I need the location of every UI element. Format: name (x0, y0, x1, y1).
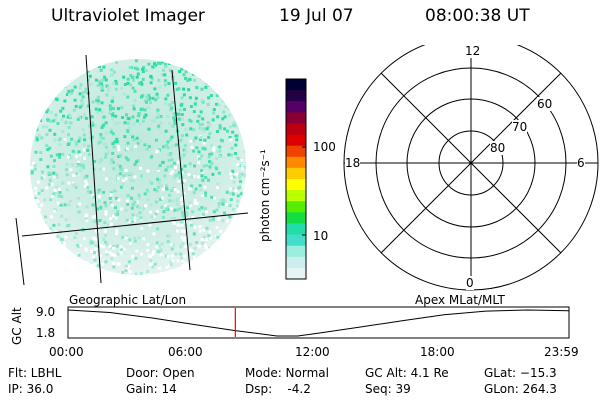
info-glon: GLon: 264.3 (484, 382, 557, 396)
colorbar-swatch (286, 123, 306, 136)
colorbar-swatch (286, 90, 306, 102)
mlt-label-12: 12 (465, 44, 481, 58)
colorbar-swatch (286, 156, 306, 169)
time-label: 08:00:38 UT (425, 6, 530, 26)
polar-dial (343, 45, 599, 291)
mlat-ring-80: 80 (490, 141, 506, 155)
mlat-ring-60: 60 (537, 97, 553, 111)
altitude-plot (67, 306, 570, 339)
colorbar-swatch (286, 212, 306, 224)
colorbar-swatch (286, 267, 306, 280)
info-gc-alt: GC Alt: 4.1 Re (365, 366, 449, 380)
plot-frame (67, 306, 570, 339)
colorbar-swatch (286, 245, 306, 258)
mlt-label-0: 0 (466, 276, 474, 290)
colorbar-swatch (286, 190, 306, 202)
colorbar-swatch (286, 201, 306, 213)
auroral-image (15, 54, 249, 286)
xtick-1800: 18:00 (420, 345, 455, 359)
info-gain: Gain: 14 (126, 382, 177, 396)
colorbar-swatch (286, 145, 306, 158)
xtick-2359: 23:59 (544, 345, 579, 359)
info-ip: IP: 36.0 (8, 382, 54, 396)
date-label: 19 Jul 07 (279, 6, 354, 26)
xtick-0000: 00:00 (49, 345, 84, 359)
colorbar-swatch (286, 223, 306, 236)
colorbar-swatch (286, 112, 306, 124)
colorbar-swatch (286, 134, 306, 147)
ytick-top: 9.0 (36, 305, 56, 319)
colorbar-swatch (286, 167, 306, 180)
xtick-1200: 12:00 (295, 345, 330, 359)
imager-title: Ultraviolet Imager (51, 6, 205, 26)
altitude-series-line (67, 309, 570, 337)
timeline-left-title: Geographic Lat/Lon (69, 293, 187, 307)
timeline-right-title: Apex MLat/MLT (415, 293, 505, 307)
info-glat: GLat: −15.3 (484, 366, 557, 380)
color-bar (285, 78, 307, 280)
xtick-0600: 06:00 (168, 345, 203, 359)
colorbar-swatch (286, 234, 306, 247)
colorbar-tick-100: 100 (313, 140, 336, 154)
info-mode: Mode: Normal (245, 366, 329, 380)
colorbar-swatch (286, 256, 306, 269)
mlat-ring-70: 70 (512, 120, 528, 134)
mlt-label-6: 6 (577, 156, 585, 170)
info-filter: Flt: LBHL (8, 366, 62, 380)
colorbar-swatch (286, 101, 306, 113)
mlt-label-18: 18 (345, 156, 361, 170)
ytick-bottom: 1.8 (36, 326, 56, 340)
info-door: Door: Open (126, 366, 195, 380)
image-disk (30, 59, 246, 275)
colorbar-swatch (286, 179, 306, 191)
colorbar-swatch (286, 79, 306, 91)
colorbar-tick-10: 10 (313, 229, 329, 243)
info-seq: Seq: 39 (365, 382, 411, 396)
lat-lon-grid (15, 54, 249, 286)
info-dsp: Dsp: -4.2 (245, 382, 311, 396)
